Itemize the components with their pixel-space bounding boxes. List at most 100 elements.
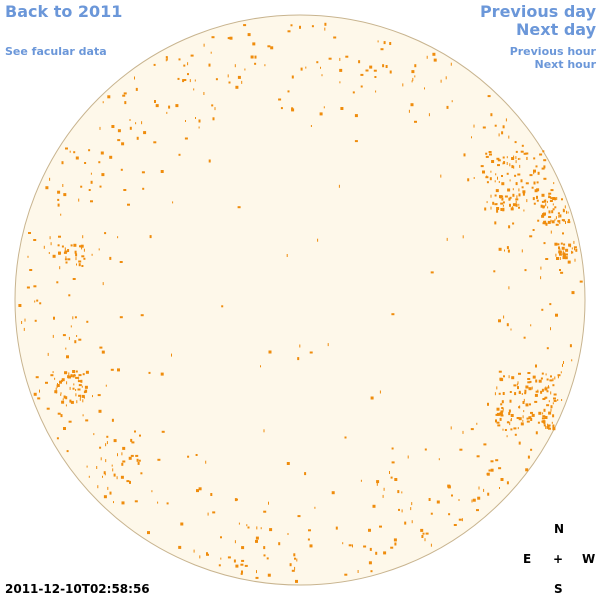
facula [383, 551, 387, 555]
facula [210, 51, 212, 54]
facula [119, 261, 123, 263]
facula [389, 471, 390, 474]
previous-day-link[interactable]: Previous day [479, 2, 596, 21]
facula [73, 151, 76, 154]
facula [514, 433, 517, 436]
facula [291, 107, 294, 111]
next-hour-link[interactable]: Next hour [534, 58, 597, 71]
facula [66, 450, 69, 453]
facula [562, 209, 565, 213]
facula [168, 105, 171, 109]
facula [530, 324, 532, 327]
facula [61, 245, 64, 248]
facula [73, 383, 75, 386]
facula [407, 455, 409, 459]
facula [526, 156, 528, 160]
facula [369, 547, 372, 551]
facula [241, 546, 245, 550]
facula [68, 420, 72, 423]
facula [267, 573, 271, 577]
facula [127, 203, 130, 206]
facula [102, 475, 103, 478]
facula [212, 117, 215, 121]
facula [540, 266, 542, 270]
compass-east: E [523, 552, 532, 566]
facula [546, 425, 550, 429]
facula [514, 141, 517, 144]
facula [280, 107, 283, 110]
facula [39, 302, 42, 305]
facula [90, 180, 93, 184]
facula [488, 151, 492, 153]
facula [545, 258, 549, 260]
facula [490, 194, 492, 198]
facula [67, 258, 71, 261]
facula [445, 76, 447, 80]
facula [563, 243, 566, 246]
facula [514, 392, 517, 396]
facula [220, 536, 222, 539]
facula [80, 185, 83, 188]
facula [574, 258, 576, 262]
back-link[interactable]: Back to 2011 [5, 2, 123, 21]
facula [579, 280, 583, 283]
facula [53, 316, 55, 320]
facula [493, 270, 496, 273]
facula [564, 205, 566, 209]
facula [81, 255, 85, 258]
facula [501, 182, 505, 186]
facula [501, 131, 504, 135]
facula [360, 73, 364, 76]
facula [52, 334, 54, 338]
facula [412, 77, 414, 81]
facula [502, 407, 504, 411]
facular-link[interactable]: See facular data [5, 45, 107, 58]
facula [311, 25, 314, 28]
facula [236, 498, 238, 501]
facula [57, 383, 58, 385]
facula [517, 427, 519, 430]
facula [548, 192, 552, 195]
facula [91, 253, 93, 256]
facula [545, 203, 547, 207]
facula [506, 156, 508, 159]
facula [69, 399, 72, 403]
facula [65, 256, 67, 259]
facula [476, 422, 478, 425]
facula [77, 380, 81, 383]
facula [78, 263, 81, 267]
facula [543, 177, 547, 180]
facula [528, 416, 532, 420]
facula [537, 219, 540, 222]
facula [549, 303, 552, 306]
facula [333, 36, 337, 39]
facula [571, 359, 573, 362]
facula [357, 570, 359, 573]
facula [567, 260, 571, 264]
facula [511, 165, 514, 169]
facula [218, 564, 221, 567]
facula [203, 92, 205, 95]
next-day-link[interactable]: Next day [516, 20, 596, 39]
facula [490, 468, 494, 472]
facula [354, 140, 358, 143]
facula [149, 235, 152, 239]
facula [65, 261, 68, 264]
facula [564, 256, 568, 260]
facula [376, 482, 378, 486]
facula [287, 90, 290, 93]
facula [68, 372, 70, 376]
facula [129, 126, 132, 130]
facula [151, 490, 153, 493]
facula [508, 375, 510, 379]
facula [263, 546, 266, 550]
facula [506, 435, 508, 438]
facula [134, 500, 138, 503]
facula [550, 189, 554, 192]
previous-hour-link[interactable]: Previous hour [509, 45, 596, 58]
facula [497, 176, 498, 180]
facula [106, 441, 108, 445]
facula [64, 250, 68, 253]
facula [549, 200, 553, 202]
facula [500, 410, 504, 413]
